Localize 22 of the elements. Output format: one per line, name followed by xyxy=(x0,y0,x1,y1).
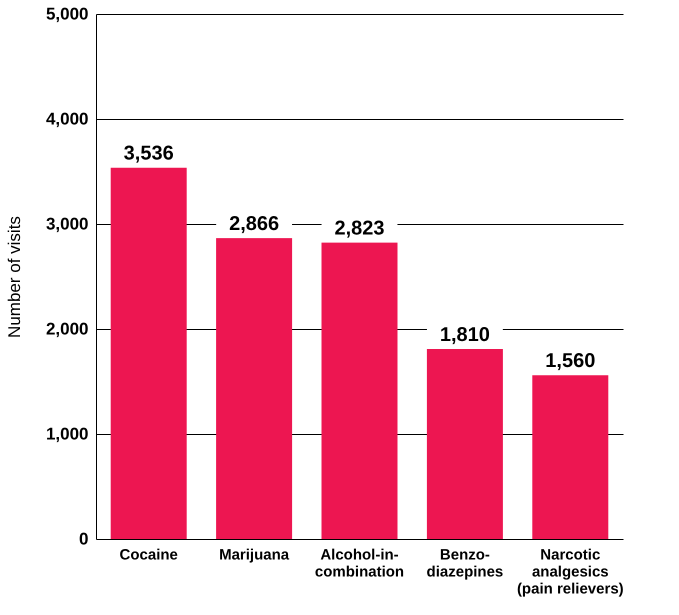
bar xyxy=(532,375,608,539)
x-tick-label: Narcotic analgesics (pain relievers) xyxy=(516,546,624,598)
x-tick-label: Cocaine xyxy=(120,546,178,564)
bar xyxy=(110,168,187,539)
y-tick-label: 1,000 xyxy=(46,424,88,444)
y-tick-label: 5,000 xyxy=(46,4,88,24)
bar xyxy=(216,238,292,539)
x-tick-label: Alcohol-in- combination xyxy=(314,546,404,580)
y-tick-label: 2,000 xyxy=(46,320,88,338)
data-label: 2,823 xyxy=(334,218,385,240)
data-label: 1,560 xyxy=(545,350,596,372)
data-label: 3,536 xyxy=(124,142,174,165)
bar xyxy=(426,348,503,539)
x-tick-label: Marijuana xyxy=(219,546,290,564)
y-tick-label: 3,000 xyxy=(46,214,88,234)
y-axis-title: Number of visits xyxy=(4,216,24,338)
y-tick-label: 4,000 xyxy=(46,110,88,128)
data-label: 2,866 xyxy=(229,213,280,236)
bar xyxy=(322,242,398,539)
y-tick-label: 0 xyxy=(79,530,88,548)
data-label: 1,810 xyxy=(440,324,490,346)
x-tick-label: Benzo- diazepines xyxy=(426,546,504,580)
